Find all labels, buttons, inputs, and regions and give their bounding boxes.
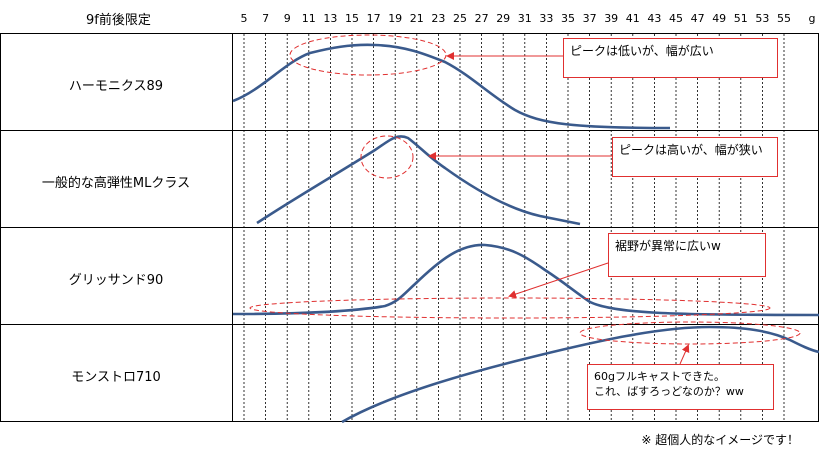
axis-tick-39: 39 (604, 12, 619, 25)
callout-ml-text: ピークは高いが、幅が狭い (619, 143, 763, 157)
arrow-glissando (508, 262, 609, 298)
axis-tick-49: 49 (712, 12, 727, 25)
axis-tick-15: 15 (345, 12, 359, 25)
callout-monstro-line2: これ、ばすろっどなのか？ww (594, 385, 744, 399)
axis-tick-29: 29 (496, 12, 511, 25)
axis-tick-27: 27 (474, 12, 489, 25)
callout-glissando-text: 裾野が異常に広いw (615, 239, 721, 253)
curve-harmonics89 (232, 43, 671, 130)
axis-tick-21: 21 (409, 12, 424, 25)
axis-tick-11: 11 (301, 12, 316, 25)
axis-tick-51: 51 (733, 12, 748, 25)
axis-unit-label: g (808, 12, 816, 25)
curve-glissando90 (232, 243, 819, 317)
row-label-glissando90: グリッサンド90 (68, 273, 164, 288)
callout-monstro: 60gフルキャストできた。 これ、ばすろっどなのか？ww (587, 364, 774, 410)
annotation-ellipse-harmonics (289, 34, 447, 76)
vertical-gridlines (243, 34, 785, 421)
axis-tick-17: 17 (366, 12, 381, 25)
annotation-ellipse-ml (360, 135, 414, 179)
callout-monstro-line1: 60gフルキャストできた。 (594, 370, 725, 383)
curve-monstro710 (341, 325, 819, 424)
annotation-ellipse-monstro (579, 321, 801, 345)
axis-tick-7: 7 (262, 12, 270, 25)
arrow-monstro (679, 344, 690, 365)
axis-tick-53: 53 (755, 12, 770, 25)
axis-tick-19: 19 (388, 12, 403, 25)
footnote: ※ 超個人的なイメージです！ (641, 433, 799, 447)
axis-tick-9: 9 (283, 12, 291, 25)
axis-tick-43: 43 (647, 12, 662, 25)
header-title: 9f前後限定 (86, 13, 151, 28)
axis-tick-47: 47 (690, 12, 705, 25)
axis-tick-13: 13 (323, 12, 338, 25)
axis-tick-55: 55 (777, 12, 791, 25)
axis-tick-41: 41 (625, 12, 640, 25)
axis-tick-23: 23 (431, 12, 446, 25)
row-label-harmonics89: ハーモニクス89 (68, 79, 164, 94)
axis-tick-35: 35 (561, 12, 575, 25)
axis-tick-25: 25 (453, 12, 467, 25)
axis-tick-5: 5 (240, 12, 248, 25)
axis-tick-37: 37 (582, 12, 597, 25)
axis-tick-45: 45 (669, 12, 683, 25)
axis-tick-33: 33 (539, 12, 554, 25)
row-label-monstro710: モンストロ710 (71, 370, 161, 385)
axis-tick-31: 31 (517, 12, 532, 25)
annotation-ellipse-glissando (249, 297, 771, 319)
callout-harmonics-text: ピークは低いが、幅が広い (570, 44, 714, 58)
callout-ml: ピークは高いが、幅が狭い (612, 137, 778, 177)
callout-harmonics: ピークは低いが、幅が広い (563, 38, 778, 78)
callout-glissando: 裾野が異常に広いw (608, 233, 766, 277)
row-label-ml-class: 一般的な高弾性MLクラス (41, 176, 191, 191)
curve-ml-class (256, 135, 581, 226)
